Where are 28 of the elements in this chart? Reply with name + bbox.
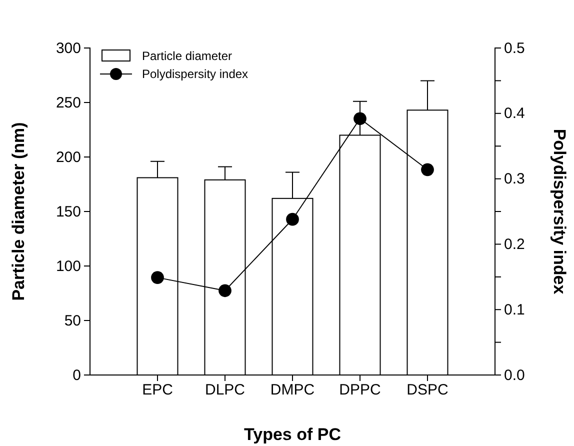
point [151,271,164,284]
y2-tick-label: 0.2 [504,236,525,253]
legend-label: Particle diameter [142,49,232,63]
x-tick-label: EPC [142,382,174,399]
y2-tick-label: 0.0 [504,366,525,384]
x-axis-title: Types of PC [244,425,341,444]
y-axis-title: Particle diameter (nm) [9,122,28,301]
y-tick-label: 150 [56,203,81,220]
point [218,284,232,298]
y2-tick-label: 0.4 [504,105,525,122]
x-tick-label: DPPC [339,382,381,399]
y-tick-label: 250 [56,94,81,112]
point [421,163,434,176]
y2-tick-label: 0.1 [504,301,525,318]
x-tick-label: DMPC [270,382,315,399]
y2-tick-label: 0.5 [504,40,525,57]
legend-label: Polydispersity index [142,67,248,81]
y-tick-label: 50 [64,312,81,330]
y2-tick-label: 0.3 [504,170,525,188]
point [354,112,366,126]
x-tick-label: DSPC [406,382,448,399]
point [286,212,299,226]
y-tick-label: 200 [56,148,81,166]
x-tick-label: DLPC [204,382,246,399]
y-tick-label: 100 [56,258,81,275]
y-tick-label: 300 [56,40,81,57]
y-tick-label: 0 [72,366,81,384]
y2-axis-title: Polydispersity index [550,128,569,295]
